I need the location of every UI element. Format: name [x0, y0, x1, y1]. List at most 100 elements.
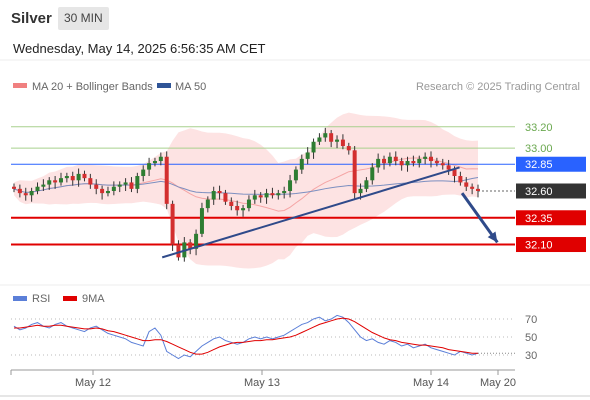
candle-body — [152, 161, 157, 164]
candle — [470, 183, 475, 195]
candle — [53, 176, 58, 189]
candle-body — [64, 176, 69, 179]
candle — [288, 174, 293, 198]
level-label-33.20: 33.20 — [525, 122, 553, 134]
chart-header: Silver 30 MIN — [0, 0, 590, 36]
ma50-legend-label: MA 50 — [175, 81, 206, 93]
candle — [135, 172, 140, 194]
candle — [293, 166, 298, 184]
level-box-32.60 — [516, 183, 586, 199]
candle-body — [258, 195, 263, 198]
candle-body — [35, 186, 40, 191]
level-box-32.10 — [516, 237, 586, 253]
candle-body — [129, 182, 134, 189]
candle — [241, 204, 246, 217]
candle — [176, 240, 181, 261]
candle-body — [270, 193, 275, 196]
candle — [164, 151, 169, 210]
candle-body — [170, 203, 175, 245]
candle-body — [205, 199, 210, 209]
candle-body — [476, 188, 480, 191]
candle — [194, 229, 199, 256]
level-label-32.35: 32.35 — [525, 213, 553, 225]
level-label-33.00: 33.00 — [525, 143, 553, 155]
candle-body — [458, 176, 463, 183]
candle-body — [229, 201, 234, 206]
candle — [276, 189, 281, 200]
candle-body — [117, 184, 122, 187]
rsi-legend-label: RSI — [32, 293, 50, 305]
candle-body — [82, 173, 87, 179]
candle-body — [346, 146, 351, 151]
candle-body — [217, 191, 222, 194]
candle — [270, 187, 275, 199]
datetime-label: Wednesday, May 14, 2025 6:56:35 AM CET — [13, 41, 266, 56]
ma9-legend-label: 9MA — [82, 293, 105, 305]
candle-body — [211, 191, 216, 200]
candle — [158, 152, 163, 166]
candle — [29, 187, 34, 202]
candle-body — [135, 176, 140, 189]
candle-body — [199, 208, 204, 234]
candle — [299, 154, 304, 174]
candle-body — [405, 161, 410, 166]
candle — [82, 170, 87, 182]
candle — [246, 195, 251, 212]
candle-body — [47, 180, 52, 185]
candle-body — [464, 182, 469, 187]
candle — [305, 147, 310, 165]
candle — [76, 168, 81, 187]
candle-body — [399, 161, 404, 166]
candle — [223, 189, 228, 205]
candle — [217, 185, 222, 200]
rsi-panel: 30 50 70 — [11, 314, 537, 362]
candle-body — [434, 161, 439, 164]
price-level-labels: 33.20 33.00 32.85 32.60 32.35 32.10 — [516, 122, 586, 253]
candle — [311, 138, 316, 159]
candle — [199, 202, 204, 238]
candle — [123, 178, 128, 191]
candle-body — [282, 191, 287, 194]
trend-overlay — [161, 166, 499, 259]
level-box-32.85 — [516, 156, 586, 172]
candle-body — [17, 188, 22, 194]
candle — [346, 142, 351, 155]
candle-body — [452, 169, 457, 177]
candle — [329, 129, 334, 148]
candle — [446, 159, 451, 175]
candle-body — [276, 193, 281, 196]
candle — [170, 200, 175, 251]
ma9-legend-swatch — [63, 296, 77, 301]
candle-body — [188, 242, 193, 249]
candle-body — [88, 178, 93, 185]
candle — [188, 239, 193, 255]
candle-body — [417, 158, 422, 164]
candle — [405, 156, 410, 172]
candle-body — [246, 199, 251, 209]
candle — [376, 153, 381, 173]
candle-body — [440, 163, 445, 166]
candle — [152, 157, 157, 167]
candle-body — [194, 233, 199, 249]
candle-body — [58, 178, 63, 183]
candle-body — [305, 152, 310, 159]
candle — [129, 177, 134, 193]
candle-body — [147, 163, 152, 170]
candle-body — [364, 180, 369, 189]
candle — [147, 157, 152, 177]
timeframe-badge[interactable]: 30 MIN — [58, 7, 109, 30]
rsi-ma9-line — [14, 317, 478, 355]
candle-body — [223, 193, 228, 202]
candle-body — [158, 156, 163, 162]
x-tick-label: May 14 — [413, 377, 449, 389]
candle-body — [241, 208, 246, 211]
rsi-line — [13, 314, 479, 360]
level-label-32.60: 32.60 — [525, 186, 553, 198]
candle — [47, 177, 52, 190]
candle-body — [123, 182, 128, 185]
candle-body — [335, 139, 340, 142]
candle — [399, 157, 404, 171]
candle — [458, 171, 463, 186]
candle-body — [352, 150, 357, 194]
projection-arrow-shaft — [460, 192, 499, 244]
